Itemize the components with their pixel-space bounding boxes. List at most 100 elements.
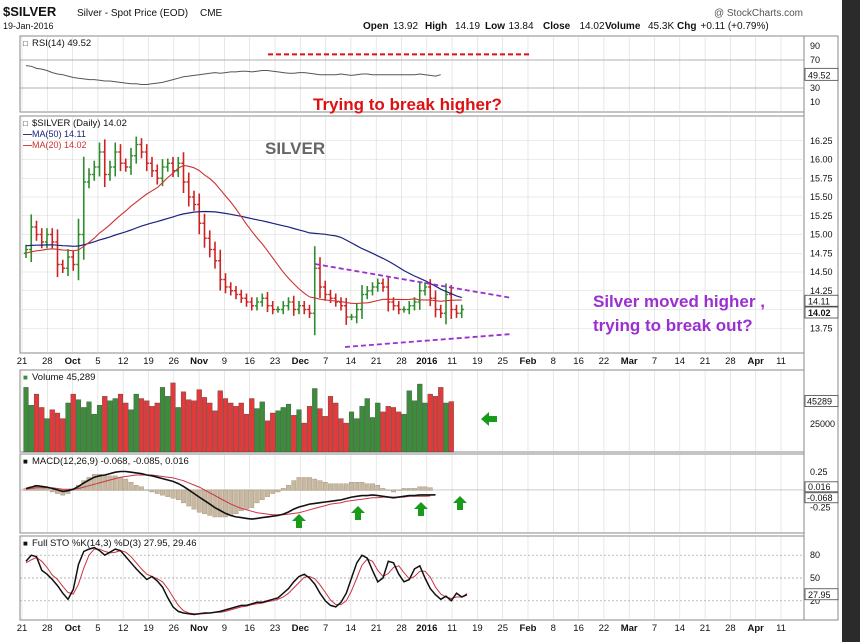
price-tick-14.75: 14.75 bbox=[810, 248, 833, 258]
x-tick-label-1-9: 16 bbox=[244, 623, 255, 634]
price-bar bbox=[422, 282, 428, 296]
macd-histogram-bar bbox=[291, 480, 297, 491]
price-bar bbox=[65, 249, 71, 277]
x-tick-label-0-3: 5 bbox=[95, 356, 100, 367]
volume-label: Volume 45,289 bbox=[32, 372, 95, 383]
price-bar bbox=[212, 241, 218, 269]
sto-tick-20: 20 bbox=[810, 596, 820, 606]
x-tick-label-1-18: 19 bbox=[472, 623, 483, 634]
price-tick-15.75: 15.75 bbox=[810, 173, 833, 183]
volume-bar bbox=[422, 402, 428, 453]
chart-date: 19-Jan-2016 bbox=[3, 21, 54, 31]
ohlc-label-volume: Volume bbox=[605, 21, 641, 32]
ohlc-value-low: 13.84 bbox=[509, 21, 534, 32]
price-bar bbox=[81, 156, 86, 260]
volume-last-box bbox=[804, 395, 839, 407]
macd-histogram-bar bbox=[44, 488, 50, 491]
ohlc-label-low: Low bbox=[485, 21, 505, 32]
x-tick-label-0-14: 21 bbox=[371, 356, 382, 367]
price-bar bbox=[228, 282, 233, 296]
sto-label: Full STO %K(14,3) %D(3) 27.95, 29.46 bbox=[32, 538, 197, 549]
volume-bar bbox=[165, 396, 171, 453]
macd-up-arrow-icon-3 bbox=[453, 496, 467, 510]
volume-bar bbox=[375, 402, 381, 453]
x-tick-label-1-13: 14 bbox=[346, 623, 357, 634]
price-bar bbox=[386, 277, 391, 312]
ma50-legend-icon: — bbox=[23, 129, 32, 139]
macd-histogram-bar bbox=[307, 477, 312, 491]
ma50-label: MA(50) 14.11 bbox=[32, 129, 86, 139]
macd-label: MACD(12,26,9) -0.068, -0.085, 0.016 bbox=[32, 456, 189, 467]
price-bar bbox=[207, 230, 212, 258]
volume-bar bbox=[86, 401, 92, 453]
macd-histogram-bar bbox=[401, 488, 407, 491]
macd-histogram-bar bbox=[149, 489, 155, 493]
macd-histogram-bar bbox=[139, 486, 144, 491]
x-tick-label-0-2: Oct bbox=[65, 356, 82, 367]
macd-histogram-bar bbox=[422, 486, 428, 491]
price-tick-15.25: 15.25 bbox=[810, 211, 833, 221]
volume-bar bbox=[427, 393, 433, 453]
x-tick-label-0-18: 19 bbox=[472, 356, 483, 367]
macd-histogram-bar bbox=[364, 483, 370, 491]
sto-legend-icon: ■ bbox=[23, 539, 28, 548]
macd-histogram-bar bbox=[60, 489, 66, 496]
x-tick-label-0-9: 16 bbox=[244, 356, 255, 367]
price-bar bbox=[218, 249, 223, 291]
price-tick-16.25: 16.25 bbox=[810, 136, 833, 146]
macd-up-arrow-icon-2 bbox=[414, 502, 428, 516]
volume-bar bbox=[96, 405, 103, 453]
x-tick-label-0-22: 16 bbox=[573, 356, 584, 367]
x-tick-label-1-29: Apr bbox=[748, 623, 765, 634]
price-bar bbox=[401, 306, 407, 313]
price-label: $SILVER (Daily) 14.02 bbox=[32, 118, 127, 129]
price-bar bbox=[380, 278, 386, 292]
price-tick-16.00: 16.00 bbox=[810, 155, 833, 165]
macd-histogram-bar bbox=[160, 489, 165, 496]
ma50-last-value: 14.11 bbox=[808, 296, 830, 306]
volume-bar bbox=[333, 402, 339, 453]
macd-histogram-bar bbox=[191, 489, 197, 510]
price-bar bbox=[233, 286, 239, 300]
volume-bar bbox=[406, 390, 412, 453]
x-tick-label-0-7: Nov bbox=[190, 356, 209, 367]
price-bar bbox=[139, 138, 144, 159]
volume-bar bbox=[306, 406, 313, 453]
volume-bar bbox=[249, 398, 255, 453]
macd-histogram-bar bbox=[359, 481, 365, 491]
triangle-upper-line bbox=[314, 263, 513, 299]
volume-bar bbox=[380, 411, 386, 453]
x-tick-label-1-3: 5 bbox=[95, 623, 100, 634]
macd-histogram-bar bbox=[322, 481, 328, 491]
macd-histogram-bar bbox=[112, 475, 118, 491]
volume-bar bbox=[411, 400, 418, 453]
volume-bar bbox=[438, 387, 444, 453]
macd-histogram-bar bbox=[102, 475, 108, 491]
price-bar bbox=[123, 158, 128, 172]
price-bar bbox=[396, 301, 401, 315]
volume-bar bbox=[175, 407, 181, 453]
price-bar bbox=[265, 291, 270, 313]
volume-bar bbox=[327, 396, 334, 453]
price-bar bbox=[296, 301, 302, 315]
price-bar bbox=[55, 229, 60, 278]
macd-histogram-bar bbox=[233, 489, 239, 515]
macd-histogram-bar bbox=[249, 489, 255, 508]
rsi-label: RSI(14) 49.52 bbox=[32, 38, 91, 49]
volume-bar bbox=[207, 402, 213, 453]
exchange-label: CME bbox=[200, 8, 223, 19]
price-bar bbox=[29, 214, 34, 263]
price-bar bbox=[155, 164, 160, 185]
ohlc-value-volume: 45.3K bbox=[648, 21, 674, 32]
price-bar bbox=[354, 303, 359, 324]
price-tick-15.00: 15.00 bbox=[810, 230, 833, 240]
price-bar bbox=[34, 220, 39, 241]
price-bar bbox=[459, 304, 464, 318]
price-bar bbox=[165, 158, 170, 172]
macd-histogram-bar bbox=[427, 487, 433, 491]
x-tick-label-1-6: 26 bbox=[169, 623, 180, 634]
macd-line bbox=[25, 470, 436, 520]
macd-histogram-bar bbox=[270, 489, 276, 494]
ohlc-label-open: Open bbox=[363, 21, 389, 32]
